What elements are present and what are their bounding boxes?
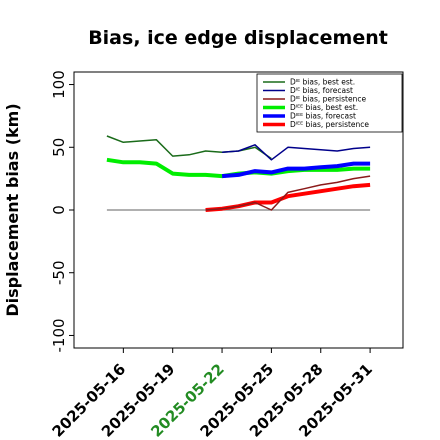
y-tick-label: 100 (50, 70, 68, 99)
legend-box (256, 73, 403, 133)
legend-entry-label: Dᴵᴱ bias, best est. (290, 78, 355, 87)
series-line-1 (106, 135, 272, 160)
legend-entry-label: Dᴵᴱ bias, persistence (290, 95, 366, 104)
series-line-3 (205, 175, 371, 211)
y-axis-ticks: -100 -50 0 50 100 (50, 70, 74, 352)
x-axis-ticks: 2025-05-162025-05-192025-05-222025-05-25… (49, 348, 376, 440)
series-layer (106, 135, 371, 212)
legend-entry-label: Dᴵᴱᴱ bias, persistence (290, 120, 369, 129)
series-line-6 (205, 182, 371, 212)
y-tick-label: -50 (50, 260, 68, 285)
series-line-2 (222, 144, 371, 161)
legend-entry-label: Dᴵᴱ bias, forecast (290, 86, 353, 95)
y-tick-label: 0 (50, 205, 68, 215)
y-tick-label: 50 (50, 138, 68, 157)
series-line-5 (221, 161, 371, 179)
chart-title: Bias, ice edge displacement (88, 27, 388, 49)
legend-entry-label: Dᴵᴱᴱ bias, best est. (290, 103, 358, 112)
legend-entry-label: Dᴵᴱᴱ bias, forecast (290, 112, 356, 121)
legend: Dᴵᴱ bias, best est.Dᴵᴱ bias, forecastDᴵᴱ… (256, 73, 403, 133)
y-tick-label: -100 (50, 318, 68, 352)
y-axis-label: Displacement bias (km) (3, 103, 22, 316)
